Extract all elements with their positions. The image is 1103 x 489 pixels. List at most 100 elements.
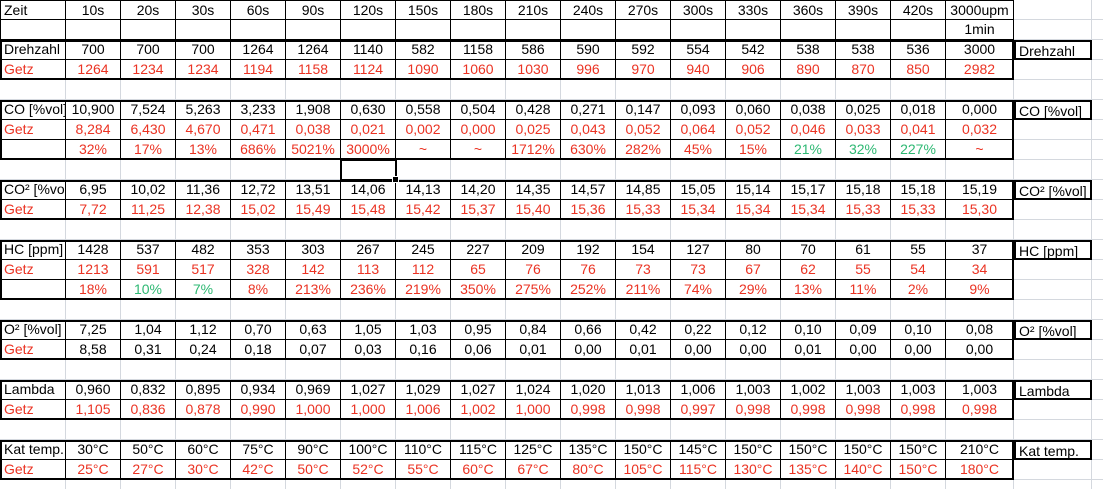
data-cell[interactable]: 65	[451, 260, 506, 280]
empty-cell[interactable]	[891, 160, 946, 180]
data-cell[interactable]: 0,16	[396, 340, 451, 360]
data-cell[interactable]: 0,12	[726, 320, 781, 340]
empty-cell[interactable]	[286, 360, 341, 380]
empty-cell[interactable]	[176, 160, 231, 180]
data-cell[interactable]: 1,000	[341, 400, 396, 420]
empty-cell[interactable]	[286, 300, 341, 320]
empty-cell[interactable]	[1092, 480, 1103, 489]
data-cell[interactable]: 4,670	[176, 120, 231, 140]
row-label-right-cell[interactable]: HC [ppm]	[1014, 240, 1092, 260]
data-cell[interactable]: 353	[231, 240, 286, 260]
empty-cell[interactable]	[726, 300, 781, 320]
data-cell[interactable]: 1,03	[396, 320, 451, 340]
column-header-cell[interactable]: 420s	[891, 0, 946, 20]
data-cell[interactable]: 0,271	[561, 100, 616, 120]
data-cell[interactable]: 15,19	[946, 180, 1014, 200]
data-cell[interactable]: 15,37	[451, 200, 506, 220]
data-cell[interactable]: 0,041	[891, 120, 946, 140]
empty-cell[interactable]	[1092, 300, 1103, 320]
empty-cell[interactable]	[506, 80, 561, 100]
data-cell[interactable]: 8%	[231, 280, 286, 300]
data-cell[interactable]: 115°C	[671, 460, 726, 480]
empty-cell[interactable]	[1092, 20, 1103, 40]
empty-cell[interactable]	[946, 80, 1014, 100]
empty-cell[interactable]	[891, 300, 946, 320]
data-cell[interactable]: 0,038	[286, 120, 341, 140]
data-cell[interactable]: 15,34	[671, 200, 726, 220]
column-header-cell[interactable]: 180s	[451, 0, 506, 20]
empty-cell[interactable]	[341, 480, 396, 489]
data-cell[interactable]: 14,20	[451, 180, 506, 200]
data-cell[interactable]: 0,147	[616, 100, 671, 120]
data-cell[interactable]: 1264	[66, 60, 121, 80]
empty-cell[interactable]	[1092, 340, 1103, 360]
empty-cell[interactable]	[781, 220, 836, 240]
data-cell[interactable]: 15,05	[671, 180, 726, 200]
empty-cell[interactable]	[0, 300, 66, 320]
empty-cell[interactable]	[726, 420, 781, 440]
empty-cell[interactable]	[946, 160, 1014, 180]
data-cell[interactable]: 219%	[396, 280, 451, 300]
data-cell[interactable]: 482	[176, 240, 231, 260]
empty-cell[interactable]	[561, 420, 616, 440]
empty-cell[interactable]	[0, 160, 66, 180]
row-label-cell[interactable]: Getz	[0, 260, 66, 280]
data-cell[interactable]: 9%	[946, 280, 1014, 300]
data-cell[interactable]: 0,08	[946, 320, 1014, 340]
data-cell[interactable]: 0,093	[671, 100, 726, 120]
data-cell[interactable]: 1,027	[341, 380, 396, 400]
empty-cell[interactable]	[1014, 260, 1092, 280]
column-header-cell[interactable]: 390s	[836, 0, 891, 20]
data-cell[interactable]: 870	[836, 60, 891, 80]
data-cell[interactable]: 5021%	[286, 140, 341, 160]
data-cell[interactable]: 127	[671, 240, 726, 260]
data-cell[interactable]: 686%	[231, 140, 286, 160]
data-cell[interactable]: 0,060	[726, 100, 781, 120]
data-cell[interactable]: 0,00	[726, 340, 781, 360]
data-cell[interactable]: 0,832	[121, 380, 176, 400]
data-cell[interactable]: 0,95	[451, 320, 506, 340]
data-cell[interactable]: 209	[506, 240, 561, 260]
data-cell[interactable]: 6,430	[121, 120, 176, 140]
data-cell[interactable]: 0,043	[561, 120, 616, 140]
subheader-cell[interactable]	[836, 20, 891, 40]
data-cell[interactable]: 245	[396, 240, 451, 260]
empty-cell[interactable]	[66, 220, 121, 240]
data-cell[interactable]: 0,998	[781, 400, 836, 420]
column-header-cell[interactable]: 330s	[726, 0, 781, 20]
data-cell[interactable]: 0,052	[726, 120, 781, 140]
data-cell[interactable]: 1234	[121, 60, 176, 80]
empty-cell[interactable]	[1092, 280, 1103, 300]
data-cell[interactable]: 150°C	[891, 460, 946, 480]
corner-header-cell[interactable]: Zeit	[0, 0, 66, 20]
data-cell[interactable]: 150°C	[891, 440, 946, 460]
data-cell[interactable]: 0,10	[891, 320, 946, 340]
data-cell[interactable]: 850	[891, 60, 946, 80]
empty-cell[interactable]	[1014, 340, 1092, 360]
data-cell[interactable]: 0,06	[451, 340, 506, 360]
row-label-cell[interactable]: Getz	[0, 200, 66, 220]
data-cell[interactable]: 1,002	[451, 400, 506, 420]
empty-cell[interactable]	[1014, 280, 1092, 300]
subheader-cell[interactable]	[286, 20, 341, 40]
data-cell[interactable]: 0,000	[451, 120, 506, 140]
empty-cell[interactable]	[1092, 220, 1103, 240]
empty-cell[interactable]	[66, 480, 121, 489]
data-cell[interactable]: 15,49	[286, 200, 341, 220]
empty-cell[interactable]	[1092, 140, 1103, 160]
empty-cell[interactable]	[231, 300, 286, 320]
empty-cell[interactable]	[561, 480, 616, 489]
data-cell[interactable]: 80°C	[561, 460, 616, 480]
empty-cell[interactable]	[1092, 360, 1103, 380]
data-cell[interactable]: 1,020	[561, 380, 616, 400]
empty-cell[interactable]	[561, 300, 616, 320]
empty-cell[interactable]	[121, 360, 176, 380]
data-cell[interactable]: 700	[121, 40, 176, 60]
empty-cell[interactable]	[121, 160, 176, 180]
data-cell[interactable]: 0,895	[176, 380, 231, 400]
empty-cell[interactable]	[726, 160, 781, 180]
data-cell[interactable]: ~	[946, 140, 1014, 160]
subheader-cell[interactable]	[726, 20, 781, 40]
empty-cell[interactable]	[1014, 80, 1092, 100]
empty-cell[interactable]	[66, 420, 121, 440]
